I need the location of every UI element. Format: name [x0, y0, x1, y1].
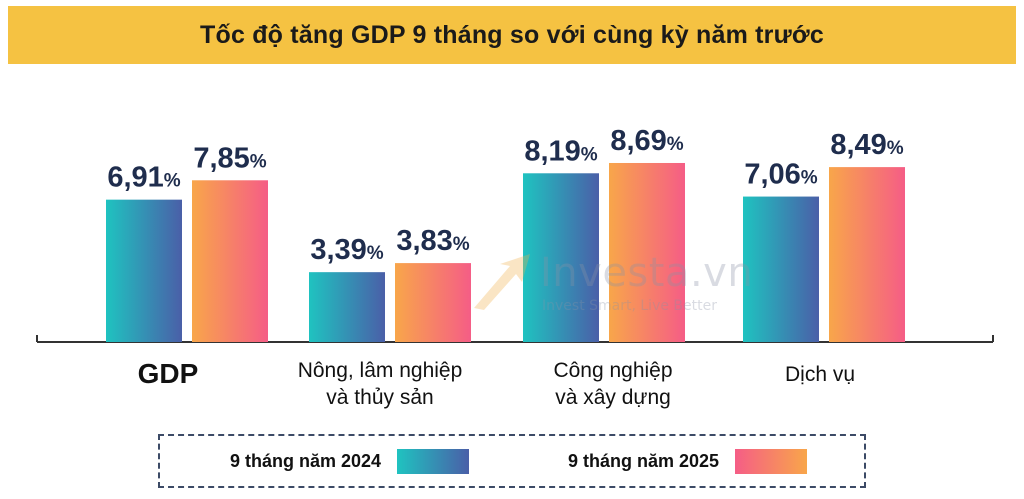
- bar-2024-1: [309, 272, 385, 342]
- investa-arrow-logo-icon: [474, 254, 530, 310]
- legend-item-2025: 9 tháng năm 2025: [568, 436, 808, 486]
- category-label: Nông, lâm nghiệp: [298, 359, 463, 382]
- title-bar: Tốc độ tăng GDP 9 tháng so với cùng kỳ n…: [8, 6, 1016, 64]
- value-label: 8,49%: [830, 129, 903, 161]
- bar-chart: 6,91% 3,39% 8,19% 7,06% 7,85% 3,83% 8,69% 8,49%…: [36, 125, 994, 409]
- legend-swatch-2025: [735, 448, 808, 474]
- bar-2024-0: [106, 199, 182, 342]
- watermark-slogan: Invest Smart, Live Better: [542, 298, 717, 314]
- legend-item-2024: 9 tháng năm 2024: [230, 436, 470, 486]
- legend: 9 tháng năm 2024 9 tháng năm 2025: [158, 434, 866, 488]
- category-label: và xây dựng: [555, 386, 671, 409]
- bar-2025-3: [829, 167, 905, 342]
- bar-2024-2: [523, 173, 599, 342]
- value-label: 7,06%: [744, 159, 817, 191]
- category-label: Dịch vụ: [785, 363, 855, 386]
- bar-2024-3: [743, 196, 819, 342]
- value-label: 6,91%: [107, 162, 180, 194]
- category-label: GDP: [138, 358, 199, 389]
- value-label: 3,39%: [310, 234, 383, 266]
- watermark-name: Investa.vn: [540, 250, 754, 296]
- value-label: 8,69%: [610, 125, 683, 157]
- value-label: 7,85%: [193, 142, 266, 174]
- value-label: 3,83%: [396, 225, 469, 257]
- bar-2025-1: [395, 263, 471, 342]
- chart-title: Tốc độ tăng GDP 9 tháng so với cùng kỳ n…: [200, 20, 824, 49]
- legend-swatch-2024: [397, 448, 470, 474]
- legend-label: 9 tháng năm 2025: [568, 450, 720, 471]
- category-label: và thủy sản: [326, 386, 433, 409]
- value-label: 8,19%: [524, 135, 597, 167]
- watermark: Investa.vn Invest Smart, Live Better: [470, 250, 790, 320]
- legend-label: 9 tháng năm 2024: [230, 450, 382, 471]
- bar-2025-2: [609, 162, 685, 342]
- category-label: Công nghiệp: [553, 359, 672, 382]
- bar-2025-0: [192, 180, 268, 342]
